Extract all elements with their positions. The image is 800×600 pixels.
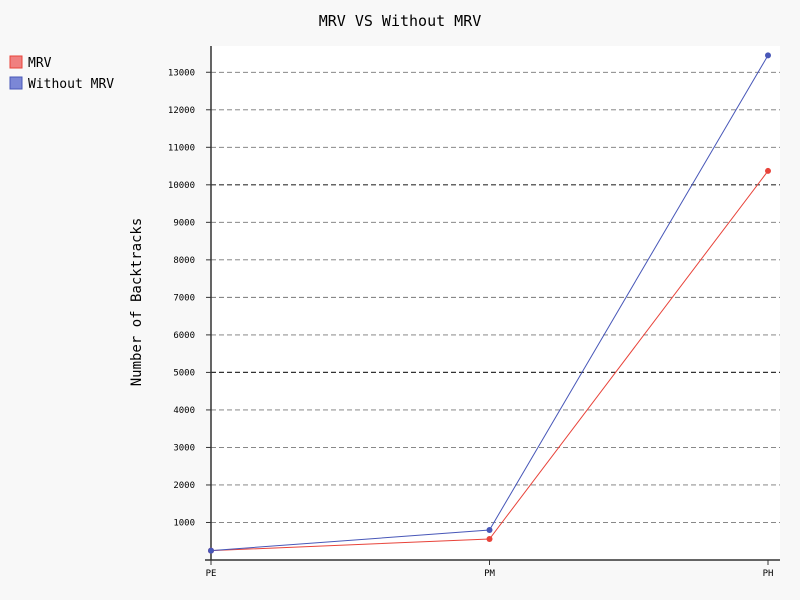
grid-lines (211, 71, 780, 523)
y-tick-label-9000: 9000 (173, 218, 195, 228)
y-tick-label-2000: 2000 (173, 481, 195, 491)
y-tick-label-7000: 7000 (173, 293, 195, 303)
legend-item-without-mrv[interactable]: Without MRV (9, 76, 114, 92)
y-tick-label-5000: 5000 (173, 368, 195, 378)
data-point-without-mrv-pe (208, 547, 214, 554)
series-group (208, 52, 771, 554)
y-tick-label-3000: 3000 (173, 443, 195, 453)
y-tick-label-6000: 6000 (173, 331, 195, 341)
x-tick-label-pm: PM (484, 569, 495, 579)
chart-title: MRV VS Without MRV (319, 12, 482, 30)
y-tick-label-10000: 10000 (168, 181, 195, 191)
y-axis-title: Number of Backtracks (129, 218, 145, 387)
y-tick-label-4000: 4000 (173, 406, 195, 416)
x-tick-label-ph: PH (763, 569, 774, 579)
legend-label-without-mrv: Without MRV (28, 77, 114, 92)
x-tick-label-pe: PE (206, 569, 217, 579)
legend-swatch-mrv (9, 55, 23, 69)
data-point-without-mrv-ph (765, 52, 771, 59)
y-tick-label-11000: 11000 (168, 143, 195, 153)
y-tick-label-12000: 12000 (168, 106, 195, 116)
data-point-mrv-pm (486, 535, 493, 542)
plot-area (211, 46, 780, 560)
data-point-without-mrv-pm (486, 526, 493, 533)
legend: MRV Without MRV (9, 55, 114, 92)
y-tick-label-8000: 8000 (173, 256, 195, 266)
y-tick-label-13000: 13000 (168, 68, 195, 78)
y-axis-ticks: 1000 2000 3000 4000 5000 6000 7000 8000 9000 1000… (168, 68, 211, 528)
legend-swatch-without-mrv (9, 76, 23, 90)
legend-item-mrv[interactable]: MRV (9, 55, 52, 71)
x-axis-ticks: PE PM PH (206, 560, 774, 579)
legend-label-mrv: MRV (28, 56, 52, 71)
y-tick-label-1000: 1000 (173, 518, 195, 528)
data-point-mrv-ph (765, 167, 771, 174)
